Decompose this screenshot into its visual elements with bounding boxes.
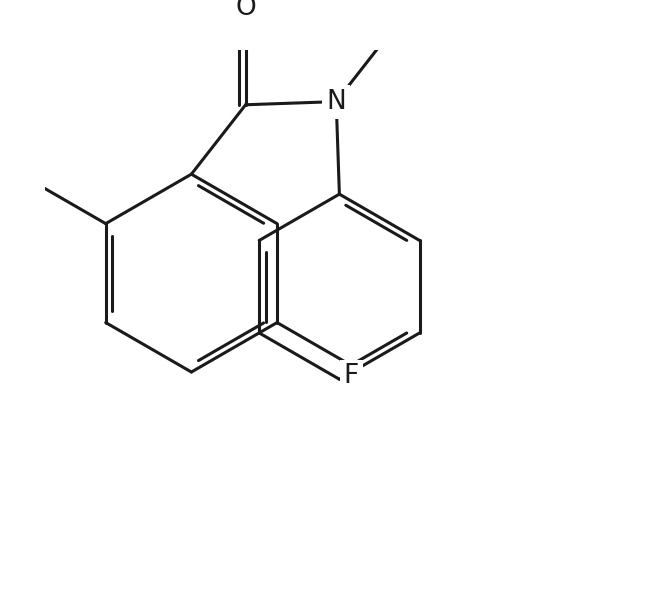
Text: F: F	[344, 364, 359, 389]
Text: N: N	[326, 89, 346, 115]
Text: O: O	[235, 0, 256, 21]
